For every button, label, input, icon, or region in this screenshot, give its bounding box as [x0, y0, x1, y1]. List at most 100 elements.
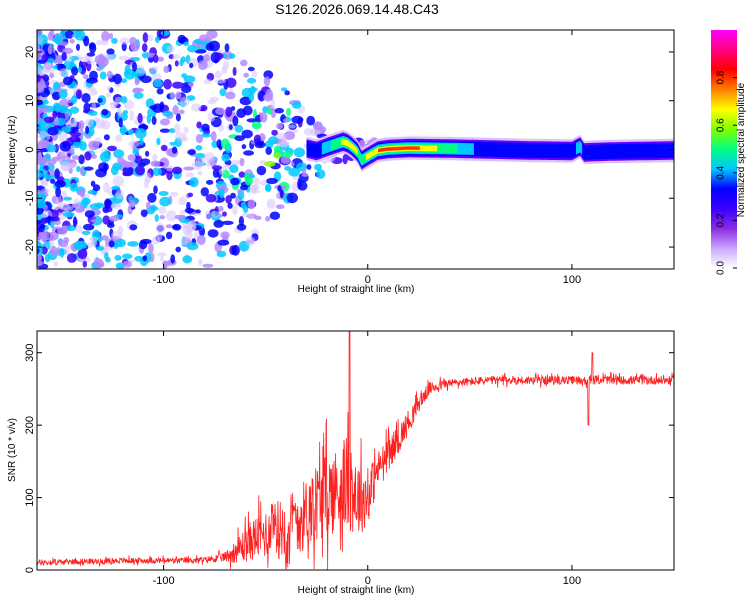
- spectrogram-blob: [71, 203, 80, 208]
- spectrogram-blob: [179, 59, 184, 67]
- spectrogram-blob: [120, 78, 128, 84]
- spectrogram-blob: [105, 257, 111, 263]
- spectrogram-blob: [108, 240, 115, 248]
- spectrogram-blob: [147, 34, 154, 42]
- spectrogram-blob: [109, 101, 119, 107]
- spectrogram-blob: [181, 73, 188, 79]
- spectrogram-blob: [160, 144, 168, 152]
- spectrogram-blob: [90, 218, 98, 223]
- spectrogram-blob: [196, 235, 206, 245]
- spectrogram-blob: [108, 33, 114, 40]
- spectrogram-blob: [134, 155, 143, 164]
- spectrogram-blob: [69, 182, 79, 192]
- spectrogram-blob: [183, 166, 195, 171]
- spectrogram-blob: [189, 177, 199, 188]
- spectrogram-blob: [85, 125, 90, 135]
- spectrogram-blob: [205, 42, 215, 52]
- spectrogram-blob: [87, 189, 98, 195]
- spectrogram-blob: [280, 87, 288, 92]
- spectrogram-blob: [135, 69, 147, 74]
- spectrogram-blob: [171, 146, 178, 154]
- spectrogram-blob: [174, 60, 179, 67]
- spectrogram-blob: [173, 123, 181, 134]
- spectrogram-blob: [231, 244, 240, 256]
- spectrogram-blob: [63, 245, 70, 255]
- spectrogram-blob: [100, 120, 111, 130]
- spectrogram-blob: [79, 141, 87, 151]
- spectrogram-blob: [225, 91, 236, 100]
- spectrogram-blob: [215, 107, 226, 115]
- spectrogram-blob: [266, 198, 276, 209]
- spectrogram-ytick-label: -10: [24, 190, 36, 206]
- spectrogram-blob: [181, 237, 188, 246]
- spectrogram-blob: [119, 127, 128, 134]
- spectrogram-blob: [241, 212, 251, 218]
- spectrogram-blob: [106, 85, 111, 92]
- spectrogram-blob: [41, 107, 50, 113]
- spectrogram-blob: [81, 93, 91, 103]
- spectrogram-blob: [142, 32, 149, 43]
- spectrogram-blob: [101, 108, 109, 116]
- spectrogram-blob: [78, 120, 85, 130]
- spectrogram-blob: [137, 112, 143, 124]
- spectrogram-blob: [163, 79, 172, 90]
- spectrogram-blob: [159, 128, 171, 133]
- spectrogram-blob: [342, 154, 348, 165]
- spectrogram-blob: [254, 141, 266, 149]
- spectrogram-blob: [214, 70, 222, 79]
- spectrogram-blob: [187, 149, 196, 156]
- spectrogram-blob: [163, 65, 170, 74]
- spectrogram-blob: [216, 250, 227, 258]
- spectrogram-blob: [181, 85, 192, 94]
- spectrogram-blob: [199, 34, 209, 42]
- spectrogram-blob: [147, 192, 157, 203]
- spectrogram-blob: [288, 167, 301, 177]
- spectrogram-blob: [177, 34, 186, 44]
- spectrogram-blob: [78, 154, 85, 165]
- spectrogram-blob: [37, 125, 48, 131]
- spectrogram-blob: [282, 150, 293, 158]
- spectrogram-blob: [140, 209, 148, 217]
- spectrogram-blob: [200, 133, 211, 138]
- spectrogram-blob: [84, 210, 95, 218]
- spectrogram-blob: [105, 92, 112, 98]
- spectrogram-blob: [43, 116, 55, 123]
- spectrogram-blob: [94, 202, 105, 209]
- spectrogram-blob: [88, 42, 96, 50]
- spectrogram-blob: [288, 124, 296, 129]
- spectrogram-blob: [159, 118, 171, 126]
- spectrogram-blob: [49, 72, 55, 79]
- spectrogram-blob: [206, 30, 218, 39]
- spectrogram-blob: [37, 153, 43, 164]
- spectrogram-blob: [256, 165, 267, 176]
- spectrogram-blob: [47, 57, 55, 64]
- spectrogram-blob: [133, 92, 144, 99]
- spectrogram-blob: [241, 144, 247, 150]
- spectrogram-blob: [37, 259, 43, 267]
- spectrogram-blob: [122, 171, 129, 177]
- spectrogram-blob: [259, 112, 268, 123]
- snr-xlabel: Height of straight line (km): [298, 585, 415, 596]
- spectrogram-blob: [205, 193, 217, 203]
- spectrogram-blob: [69, 126, 79, 134]
- spectrogram-blob: [89, 90, 98, 96]
- spectrogram-blob: [183, 41, 190, 47]
- spectrogram-blob: [194, 152, 206, 159]
- spectrogram-blob: [206, 179, 214, 185]
- spectrogram-blob: [284, 90, 291, 96]
- spectrogram-blob: [148, 67, 156, 73]
- spectrogram-blob: [251, 70, 258, 78]
- spectrogram-blob: [189, 62, 194, 69]
- spectrogram-blob: [49, 245, 58, 256]
- spectrogram-blob: [63, 196, 72, 201]
- spectrogram-blob: [188, 219, 197, 231]
- spectrogram-blob: [264, 160, 276, 167]
- spectrogram-blob: [175, 91, 182, 100]
- spectrogram-blob: [53, 81, 60, 91]
- spectrogram-blob: [70, 162, 76, 167]
- colorbar-tick-label: 0.2: [716, 213, 727, 227]
- spectrogram-blob: [86, 77, 98, 84]
- spectrogram-blob: [234, 124, 244, 133]
- spectrogram-blob: [195, 134, 203, 144]
- spectrogram-blob: [175, 246, 181, 253]
